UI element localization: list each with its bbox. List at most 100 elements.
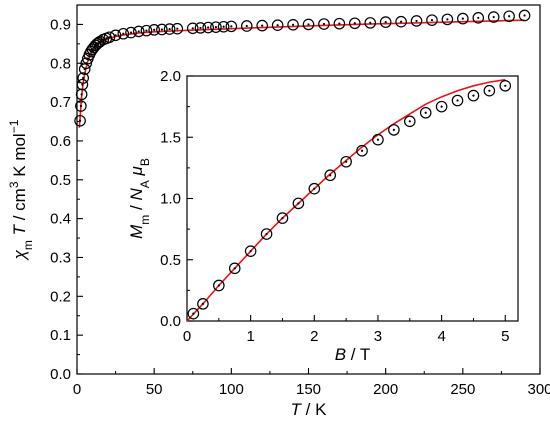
inset-data-point-dot xyxy=(233,267,236,270)
main-data-point-dot xyxy=(446,18,449,21)
main-data-point-dot xyxy=(176,27,179,30)
inset-x-axis-title: B / T xyxy=(335,345,371,364)
main-x-tick-label: 50 xyxy=(146,381,163,398)
inset-data-point-dot xyxy=(440,105,443,108)
main-data-point xyxy=(202,21,214,34)
main-data-point-dot xyxy=(168,27,171,31)
main-chart: 0 50 100 150 200 250 3000.00.10.20.30.40.50.60… xyxy=(7,4,550,419)
main-data-point xyxy=(426,14,438,26)
main-data-point-dot xyxy=(384,20,387,24)
main-data-point-dot xyxy=(145,29,148,32)
inset-data-point-dot xyxy=(313,187,316,190)
main-data-point xyxy=(156,23,168,36)
main-data-point-dot xyxy=(338,22,341,25)
main-x-tick-label: 200 xyxy=(373,381,398,398)
main-data-point xyxy=(472,12,485,24)
inset-data-point-dot xyxy=(192,312,195,315)
main-data-point xyxy=(302,18,315,31)
main-y-tick-label: 0.6 xyxy=(50,133,71,150)
inset-x-tick-label: 5 xyxy=(501,328,509,345)
main-y-tick-label: 0.0 xyxy=(50,366,71,383)
main-data-point xyxy=(333,17,346,30)
main-y-tick-label: 0.9 xyxy=(50,16,71,33)
main-x-axis-title: T / K xyxy=(291,400,328,419)
main-data-point-dot xyxy=(415,19,418,23)
main-data-point-dot xyxy=(400,20,403,23)
main-data-point-dot xyxy=(153,28,156,31)
main-data-point xyxy=(117,27,130,40)
main-x-tick-label: 100 xyxy=(219,381,244,398)
inset-data-point-dot xyxy=(217,284,220,287)
main-y-tick-label: 0.5 xyxy=(50,172,71,189)
main-data-point xyxy=(163,23,176,35)
main-data-point xyxy=(74,114,86,127)
inset-data-point xyxy=(372,133,384,146)
inset-data-point-dot xyxy=(408,120,411,123)
inset-data-point xyxy=(228,262,241,275)
main-data-point-dot xyxy=(105,37,108,40)
main-data-point-dot xyxy=(78,119,82,122)
main-y-tick-label: 0.8 xyxy=(50,55,71,72)
main-data-point xyxy=(364,17,377,29)
main-data-point-dot xyxy=(276,24,279,27)
main-data-point xyxy=(379,16,392,28)
inset-data-point-dot xyxy=(281,217,284,220)
main-data-point-dot xyxy=(102,38,105,41)
main-data-point-dot xyxy=(307,23,310,26)
main-data-point xyxy=(109,29,122,42)
main-data-point-dot xyxy=(137,30,140,33)
main-data-point-dot xyxy=(160,28,163,31)
main-data-point xyxy=(518,9,531,22)
main-data-point-dot xyxy=(129,31,133,34)
main-data-point xyxy=(410,15,423,27)
main-data-point xyxy=(78,63,91,75)
main-x-tick-label: 250 xyxy=(450,381,475,398)
inset-data-point xyxy=(435,100,448,113)
inset-data-point xyxy=(308,182,321,195)
inset-data-point-dot xyxy=(297,202,300,205)
inset-data-point xyxy=(340,155,352,168)
inset-data-point-dot xyxy=(329,174,332,177)
main-data-point-dot xyxy=(191,27,194,30)
main-y-tick-label: 0.2 xyxy=(50,288,71,305)
inset-data-point xyxy=(260,228,273,240)
main-data-point xyxy=(503,10,515,23)
main-data-point xyxy=(194,22,207,34)
main-data-point xyxy=(240,20,253,32)
main-data-point xyxy=(225,20,238,33)
main-y-tick-label: 0.3 xyxy=(50,249,71,266)
inset-x-tick-label: 1 xyxy=(246,328,254,345)
main-data-point xyxy=(80,57,93,70)
main-data-point xyxy=(441,13,454,26)
inset-data-point xyxy=(403,115,416,128)
inset-data-point-dot xyxy=(488,89,491,92)
main-data-point xyxy=(186,22,199,35)
inset-data-point xyxy=(213,279,225,292)
inset-y-tick-label: 0.5 xyxy=(160,252,181,269)
inset-data-point xyxy=(356,144,368,157)
inset-y-axis-title: Mm / NA μB xyxy=(127,158,152,239)
inset-data-point xyxy=(388,124,400,136)
main-data-point xyxy=(91,38,103,50)
main-x-tick-label: 150 xyxy=(296,381,321,398)
main-y-tick-label: 0.7 xyxy=(50,94,71,111)
main-data-point xyxy=(487,11,500,23)
main-data-point xyxy=(77,72,89,84)
main-data-point-dot xyxy=(82,76,85,80)
inset-data-point xyxy=(292,197,305,210)
inset-data-point-dot xyxy=(249,250,252,253)
inset-data-point xyxy=(499,80,512,92)
main-data-point xyxy=(132,25,145,38)
main-data-point-dot xyxy=(477,16,480,19)
main-data-point-dot xyxy=(492,15,495,19)
inset-data-point xyxy=(467,89,480,102)
main-data-point-dot xyxy=(80,93,83,96)
inset-data-point xyxy=(244,245,257,257)
main-data-point-dot xyxy=(207,26,210,29)
main-data-point xyxy=(140,24,153,37)
main-data-point xyxy=(287,19,299,31)
main-data-point xyxy=(271,19,284,31)
inset-data-point xyxy=(483,84,496,97)
